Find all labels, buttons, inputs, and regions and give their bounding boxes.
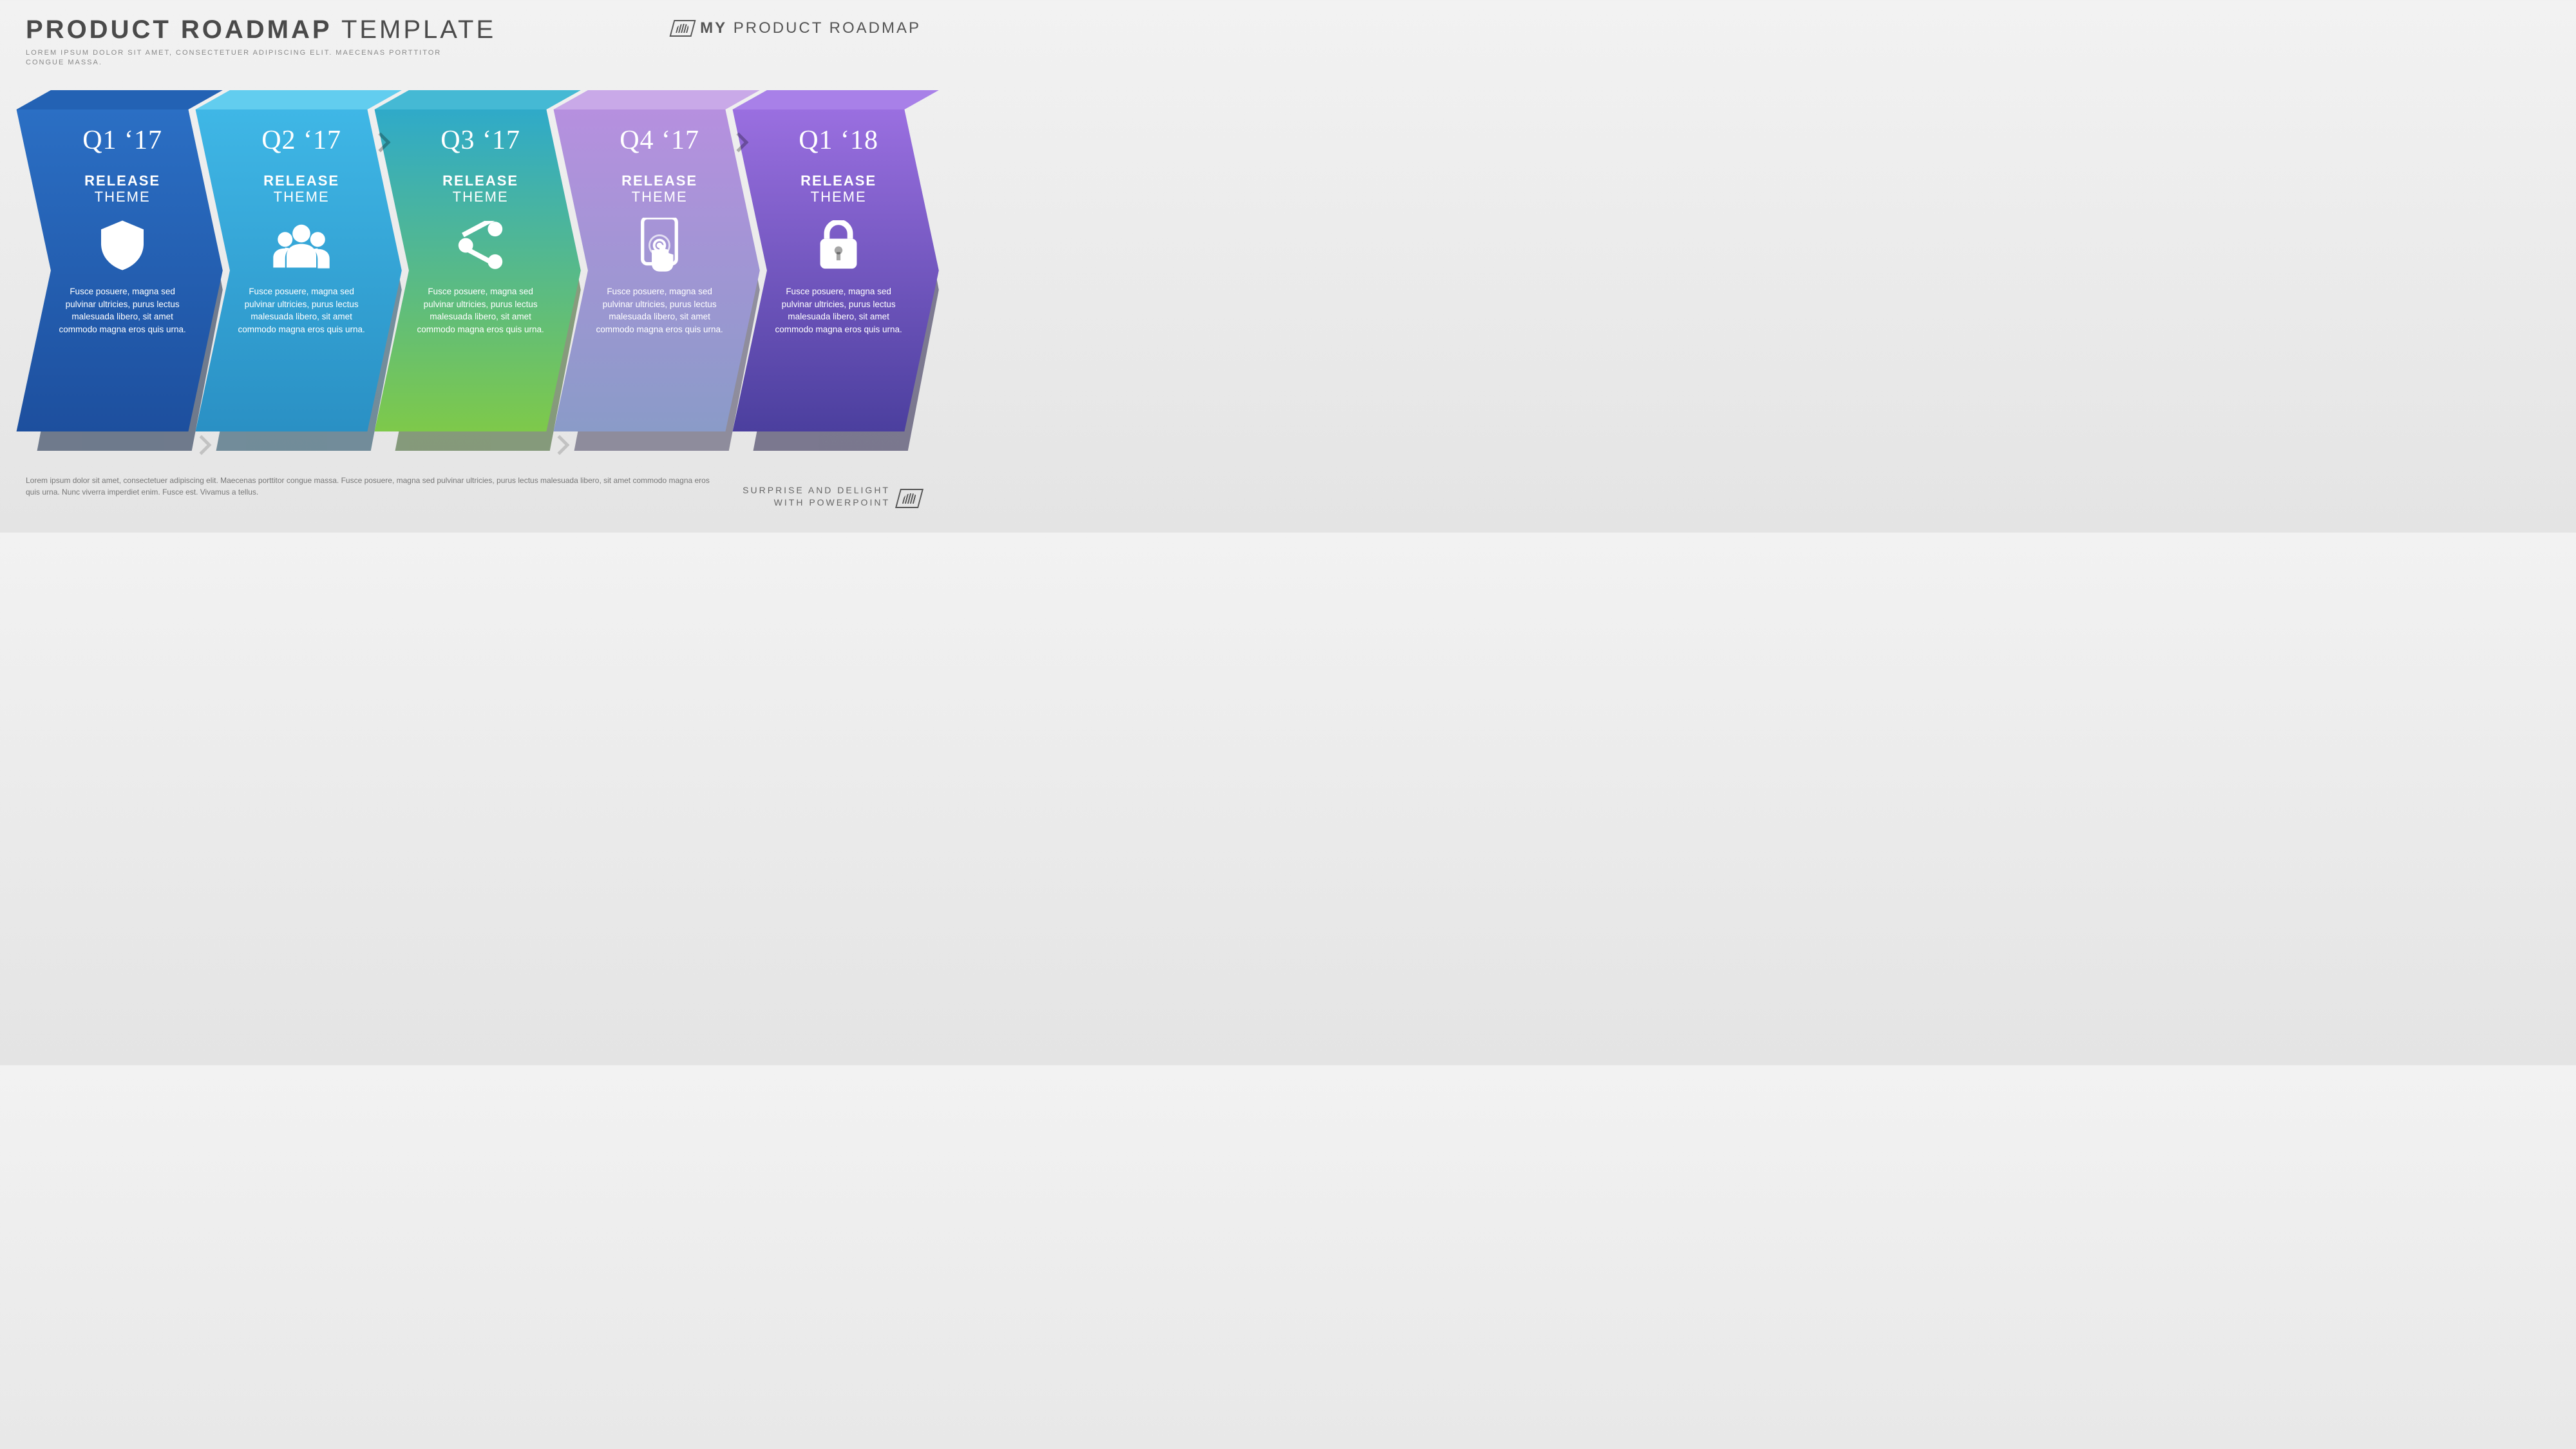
lock-icon [819, 217, 858, 274]
release-label: RELEASE [84, 173, 160, 189]
chevron-front: Q1 ‘17 RELEASETHEME Fusce posuere, magna s… [8, 109, 223, 431]
theme-label: THEME [632, 189, 688, 205]
brand-text: MY PRODUCT ROADMAP [700, 19, 921, 37]
phase-description: Fusce posuere, magna sed pulvinar ultric… [595, 285, 724, 336]
footer-text: Lorem ipsum dolor sit amet, consectetuer… [26, 475, 715, 498]
touch-icon [638, 217, 681, 274]
release-label: RELEASE [621, 173, 697, 189]
phase-description: Fusce posuere, magna sed pulvinar ultric… [416, 285, 545, 336]
chevron-top-face [545, 90, 760, 109]
release-label: RELEASE [263, 173, 339, 189]
tagline-line2: WITH POWERPOINT [743, 497, 890, 509]
brand-logo-icon [670, 20, 696, 37]
phase-2: Q2 ‘17 RELEASETHEME Fusce posuere, magna s… [205, 90, 384, 451]
chevron-top-face [8, 90, 223, 109]
quarter-label: Q3 ‘17 [440, 125, 520, 156]
quarter-label: Q2 ‘17 [261, 125, 341, 156]
chevron-top-face [366, 90, 581, 109]
phase-description: Fusce posuere, magna sed pulvinar ultric… [58, 285, 187, 336]
roadmap-timeline: Q1 ‘17RELEASETHEMEFusce posuere, magna s… [26, 90, 921, 451]
theme-label: THEME [274, 189, 330, 205]
theme-label: THEME [95, 189, 151, 205]
quarter-label: Q4 ‘17 [620, 125, 699, 156]
theme-label: THEME [453, 189, 509, 205]
quarter-label: Q1 ‘18 [799, 125, 878, 156]
release-label: RELEASE [442, 173, 518, 189]
users-icon [272, 217, 331, 274]
tagline-line1: SURPRISE AND DELIGHT [743, 484, 890, 497]
shield-icon [101, 217, 144, 274]
chevron-top-face [724, 90, 939, 109]
title-light: TEMPLATE [332, 15, 497, 44]
phase-3: Q3 ‘17 RELEASETHEME Fusce posuere, magna s… [384, 90, 563, 451]
quarter-label: Q1 ‘17 [82, 125, 162, 156]
chevron-top-face [187, 90, 402, 109]
brand-rest: PRODUCT ROADMAP [727, 19, 921, 37]
phase-4: Q4 ‘17 RELEASETHEME Fusce posuere, magna s… [563, 90, 742, 451]
theme-label: THEME [811, 189, 867, 205]
share-icon [456, 217, 505, 274]
tagline-logo-icon [895, 489, 923, 508]
phase-description: Fusce posuere, magna sed pulvinar ultric… [774, 285, 903, 336]
release-label: RELEASE [800, 173, 876, 189]
brand-my: MY [700, 19, 727, 37]
phase-1: Q1 ‘17 RELEASETHEME Fusce posuere, magna s… [26, 90, 205, 451]
phase-5: Q1 ‘18 RELEASETHEME Fusce posuere, magna s… [742, 90, 921, 451]
title-bold: PRODUCT ROADMAP [26, 15, 332, 44]
tagline: SURPRISE AND DELIGHT WITH POWERPOINT [743, 484, 890, 509]
page-subtitle: LOREM IPSUM DOLOR SIT AMET, CONSECTETUER… [26, 48, 464, 68]
brand: MY PRODUCT ROADMAP [672, 19, 921, 37]
phase-description: Fusce posuere, magna sed pulvinar ultric… [237, 285, 366, 336]
